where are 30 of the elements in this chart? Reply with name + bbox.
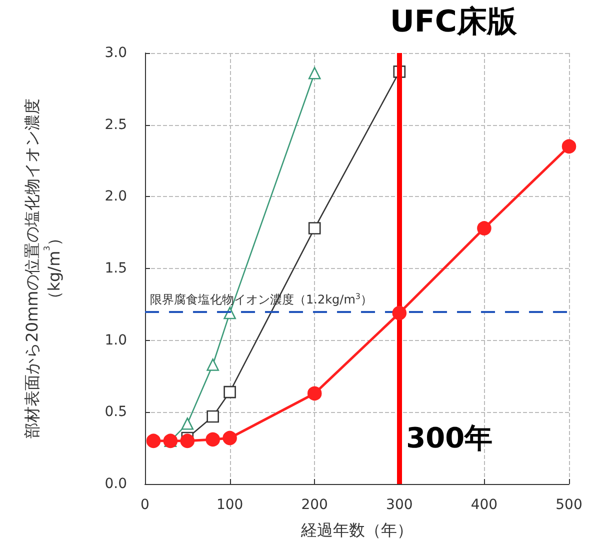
point xyxy=(392,306,407,320)
x-tick-label: 100 xyxy=(216,497,244,513)
y-tick-label: 0.5 xyxy=(104,404,127,420)
y-tick-label: 3.0 xyxy=(104,45,127,61)
point xyxy=(146,434,161,448)
point xyxy=(206,410,219,423)
point xyxy=(307,386,322,401)
point xyxy=(206,358,219,371)
text: UFC床版 xyxy=(390,4,518,40)
point xyxy=(308,222,321,234)
x-tick-label: 300 xyxy=(386,497,413,513)
point xyxy=(181,418,194,430)
x-tick-label: 0 xyxy=(140,497,150,513)
x-tick-label: 500 xyxy=(556,497,582,513)
y-tick-label: 2.0 xyxy=(104,188,127,205)
point xyxy=(477,221,492,236)
x-tick-label: 400 xyxy=(470,497,498,513)
point xyxy=(180,434,195,448)
point xyxy=(206,432,220,447)
y-tick-label: 2.5 xyxy=(104,116,127,133)
point xyxy=(224,386,236,398)
ref-line-label: 300年 xyxy=(406,422,493,454)
y-tick-label: 1.0 xyxy=(104,332,127,348)
point xyxy=(308,66,321,80)
x-tick-label: 200 xyxy=(301,497,328,513)
point xyxy=(222,430,237,446)
x-axis-title: 経過年数（年） xyxy=(300,520,413,540)
point xyxy=(562,139,576,154)
y-tick-label: 1.5 xyxy=(104,260,127,276)
y-tick-label: 0.0 xyxy=(104,476,127,492)
